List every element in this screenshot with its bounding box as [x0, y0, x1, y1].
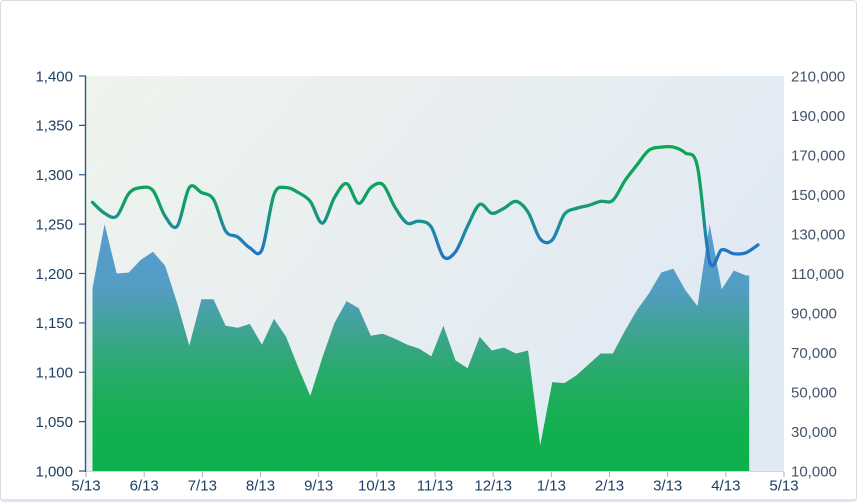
x-axis-label: 9/13	[304, 477, 333, 494]
right-axis-label: 170,000	[791, 147, 845, 164]
right-axis-label: 150,000	[791, 187, 845, 204]
x-axis-label: 12/13	[474, 477, 512, 494]
right-axis-label: 110,000	[791, 266, 844, 283]
volume-area-series[interactable]	[92, 224, 750, 471]
left-axis-label: 1,050	[35, 414, 73, 431]
left-axis[interactable]: 1,400 1,350 1,300 1,250 1,200 1,150 1,100 1,050…	[35, 68, 87, 480]
x-axis-label: 10/13	[358, 477, 396, 494]
left-axis-label: 1,350	[35, 118, 73, 135]
right-axis-label: 130,000	[791, 226, 845, 243]
x-axis-label: 2/13	[595, 477, 624, 494]
x-axis-label: 6/13	[130, 477, 159, 494]
right-axis-label: 10,000	[791, 463, 837, 480]
right-axis-label: 190,000	[791, 108, 845, 125]
right-axis-label: 70,000	[791, 345, 837, 362]
x-axis-label: 1/13	[537, 477, 566, 494]
left-axis-label: 1,250	[35, 216, 73, 233]
x-axis-label: 3/13	[653, 477, 682, 494]
right-axis[interactable]: 210,000 190,000 170,000 150,000 130,000 110,0…	[791, 68, 845, 480]
price-line-series[interactable]	[90, 144, 760, 268]
x-axis-label: 11/13	[417, 477, 453, 494]
left-axis-label: 1,400	[35, 68, 73, 85]
left-axis-label: 1,200	[35, 266, 73, 283]
left-axis-label: 1,300	[35, 167, 73, 184]
x-axis-label: 4/13	[711, 477, 740, 494]
x-axis-label: 7/13	[188, 477, 217, 494]
right-axis-label: 90,000	[791, 305, 837, 322]
left-axis-label: 1,100	[35, 365, 73, 382]
right-axis-label: 30,000	[791, 424, 837, 441]
x-axis-label: 5/13	[769, 477, 798, 494]
x-axis[interactable]: 5/13 6/13 7/13 8/13 9/13 10/13 11/13 12/13 1/13 2…	[71, 472, 799, 494]
left-axis-label: 1,150	[35, 315, 73, 332]
x-axis-label: 5/13	[71, 477, 100, 494]
right-axis-label: 210,000	[791, 68, 845, 85]
right-axis-label: 50,000	[791, 384, 837, 401]
x-axis-label: 8/13	[246, 477, 275, 494]
left-axis-label: 1,000	[35, 463, 73, 480]
